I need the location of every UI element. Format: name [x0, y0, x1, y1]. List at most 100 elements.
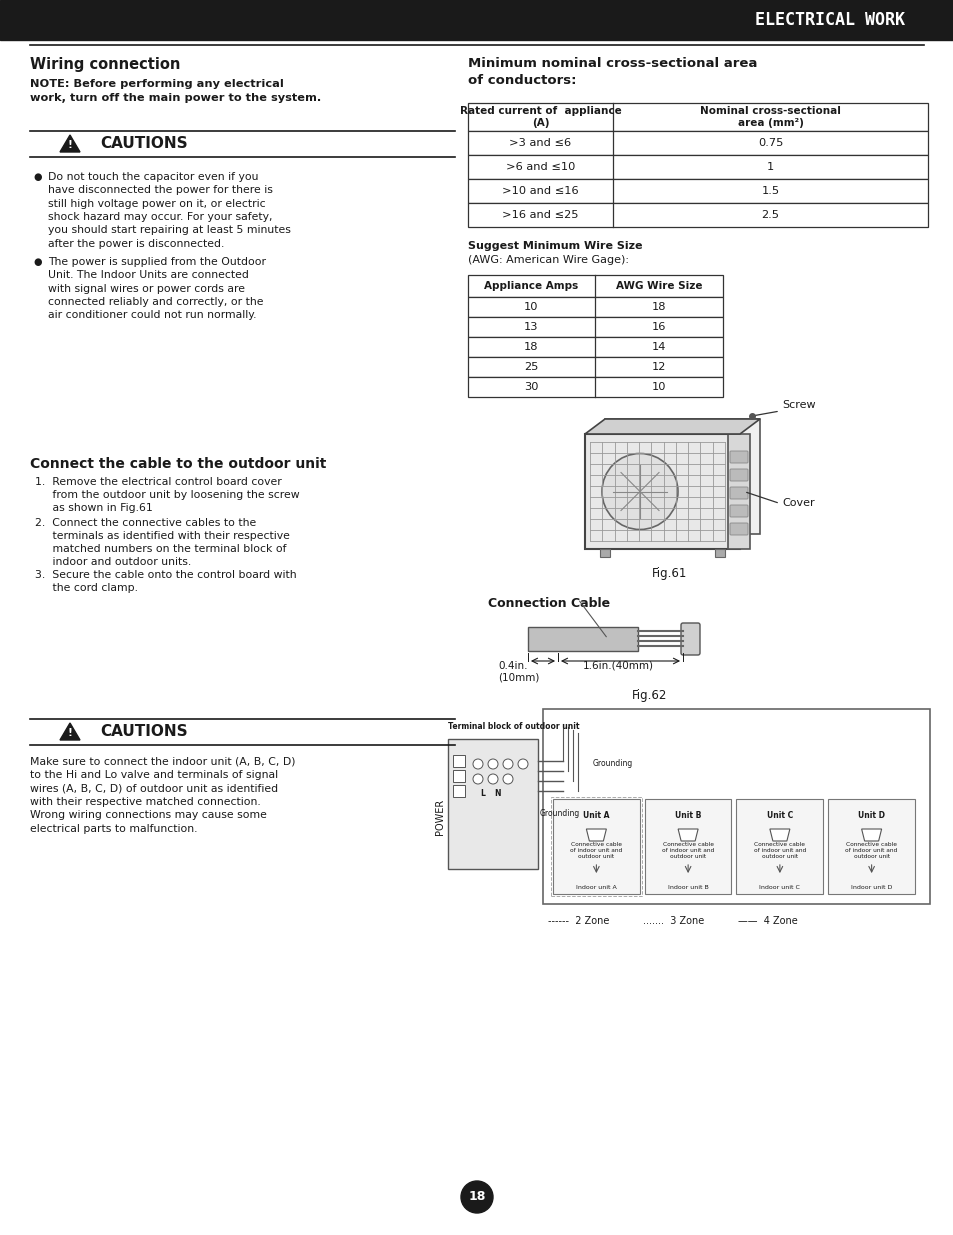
Text: ——  4 Zone: —— 4 Zone — [738, 916, 797, 926]
Text: 13: 13 — [524, 322, 538, 332]
Bar — [468, 377, 722, 396]
Bar — [468, 317, 722, 337]
Polygon shape — [60, 135, 80, 152]
Text: ●: ● — [33, 257, 42, 267]
Text: Indoor unit A: Indoor unit A — [576, 885, 616, 890]
Text: 30: 30 — [524, 382, 538, 391]
Text: Connective cable
of indoor unit and
outdoor unit: Connective cable of indoor unit and outd… — [753, 842, 805, 860]
Text: Unit B: Unit B — [674, 811, 700, 820]
Text: 16: 16 — [651, 322, 665, 332]
FancyBboxPatch shape — [680, 622, 700, 655]
Polygon shape — [60, 722, 80, 740]
Text: .......  3 Zone: ....... 3 Zone — [642, 916, 703, 926]
Bar — [453, 785, 464, 797]
Text: 12: 12 — [651, 362, 665, 372]
FancyBboxPatch shape — [729, 522, 747, 535]
Circle shape — [473, 774, 482, 784]
Text: (AWG: American Wire Gage):: (AWG: American Wire Gage): — [468, 254, 628, 266]
Text: L: L — [480, 789, 485, 799]
Text: ●: ● — [33, 172, 42, 182]
Text: POWER: POWER — [435, 798, 444, 835]
Text: 1.5: 1.5 — [760, 186, 779, 196]
Bar — [736, 799, 822, 894]
Text: Suggest Minimum Wire Size: Suggest Minimum Wire Size — [468, 241, 641, 251]
Text: !: ! — [68, 140, 72, 149]
Text: >6 and ≤10: >6 and ≤10 — [505, 162, 575, 172]
Bar — [599, 550, 609, 557]
Bar — [714, 550, 724, 557]
Bar — [553, 799, 639, 894]
Text: Wiring connection: Wiring connection — [30, 57, 180, 72]
Text: Nominal cross-sectional
area (mm²): Nominal cross-sectional area (mm²) — [700, 106, 840, 128]
FancyBboxPatch shape — [604, 419, 760, 534]
Bar — [551, 797, 641, 897]
Polygon shape — [584, 419, 760, 433]
Text: Screw: Screw — [781, 400, 815, 410]
Text: Grounding: Grounding — [539, 809, 579, 819]
Bar — [468, 296, 722, 317]
Text: 1.  Remove the electrical control board cover
     from the outdoor unit by loos: 1. Remove the electrical control board c… — [35, 477, 299, 514]
Text: 14: 14 — [651, 342, 665, 352]
Bar — [468, 203, 927, 227]
Text: >16 and ≤25: >16 and ≤25 — [501, 210, 578, 220]
Text: 0.4in.: 0.4in. — [497, 661, 527, 671]
Text: 1.6in.(40mm): 1.6in.(40mm) — [582, 661, 654, 671]
Circle shape — [502, 760, 513, 769]
Text: Unit C: Unit C — [766, 811, 792, 820]
Text: 2.5: 2.5 — [760, 210, 779, 220]
Circle shape — [460, 1181, 493, 1213]
Polygon shape — [586, 829, 606, 841]
Text: 2.  Connect the connective cables to the
     terminals as identified with their: 2. Connect the connective cables to the … — [35, 517, 290, 567]
Text: Unit A: Unit A — [582, 811, 609, 820]
Text: Indoor unit D: Indoor unit D — [850, 885, 891, 890]
Text: 0.75: 0.75 — [757, 138, 782, 148]
Text: NOTE: Before performing any electrical
work, turn off the main power to the syst: NOTE: Before performing any electrical w… — [30, 79, 321, 103]
Text: Unit D: Unit D — [858, 811, 884, 820]
Text: Fig.62: Fig.62 — [632, 689, 667, 701]
Bar — [827, 799, 914, 894]
Circle shape — [473, 760, 482, 769]
Bar — [468, 156, 927, 179]
Text: 18: 18 — [651, 303, 665, 312]
Text: Grounding: Grounding — [593, 760, 633, 768]
Text: Do not touch the capacitor even if you
have disconnected the power for there is
: Do not touch the capacitor even if you h… — [48, 172, 291, 248]
FancyBboxPatch shape — [584, 433, 740, 550]
Text: Rated current of  appliance
(A): Rated current of appliance (A) — [459, 106, 620, 128]
Text: N: N — [495, 789, 500, 799]
Text: Connect the cable to the outdoor unit: Connect the cable to the outdoor unit — [30, 457, 326, 471]
Text: (10mm): (10mm) — [497, 672, 538, 682]
Text: >3 and ≤6: >3 and ≤6 — [509, 138, 571, 148]
Bar — [542, 709, 929, 904]
Text: ------  2 Zone: ------ 2 Zone — [547, 916, 609, 926]
Bar — [468, 357, 722, 377]
Circle shape — [488, 774, 497, 784]
Text: 10: 10 — [651, 382, 665, 391]
Bar — [468, 275, 722, 296]
Bar — [0, 0, 953, 40]
Polygon shape — [678, 829, 698, 841]
Text: Make sure to connect the indoor unit (A, B, C, D)
to the Hi and Lo valve and ter: Make sure to connect the indoor unit (A,… — [30, 757, 295, 834]
FancyBboxPatch shape — [729, 487, 747, 499]
Bar — [468, 337, 722, 357]
Text: 18: 18 — [524, 342, 538, 352]
FancyBboxPatch shape — [729, 505, 747, 517]
Bar — [468, 131, 927, 156]
Polygon shape — [861, 829, 881, 841]
Text: Terminal block of outdoor unit: Terminal block of outdoor unit — [448, 722, 578, 731]
Text: CAUTIONS: CAUTIONS — [100, 724, 188, 739]
Bar — [468, 103, 927, 131]
Text: Cover: Cover — [781, 499, 814, 509]
Text: 1: 1 — [766, 162, 773, 172]
Text: The power is supplied from the Outdoor
Unit. The Indoor Units are connected
with: The power is supplied from the Outdoor U… — [48, 257, 266, 320]
Text: Connective cable
of indoor unit and
outdoor unit: Connective cable of indoor unit and outd… — [661, 842, 714, 860]
Circle shape — [488, 760, 497, 769]
Bar — [453, 755, 464, 767]
Text: Minimum nominal cross-sectional area
of conductors:: Minimum nominal cross-sectional area of … — [468, 57, 757, 86]
Text: 3.  Secure the cable onto the control board with
     the cord clamp.: 3. Secure the cable onto the control boa… — [35, 569, 296, 593]
Text: Indoor unit C: Indoor unit C — [759, 885, 800, 890]
Circle shape — [517, 760, 527, 769]
Circle shape — [601, 453, 678, 530]
Text: 18: 18 — [468, 1191, 485, 1203]
Polygon shape — [769, 829, 789, 841]
Text: AWG Wire Size: AWG Wire Size — [615, 282, 701, 291]
